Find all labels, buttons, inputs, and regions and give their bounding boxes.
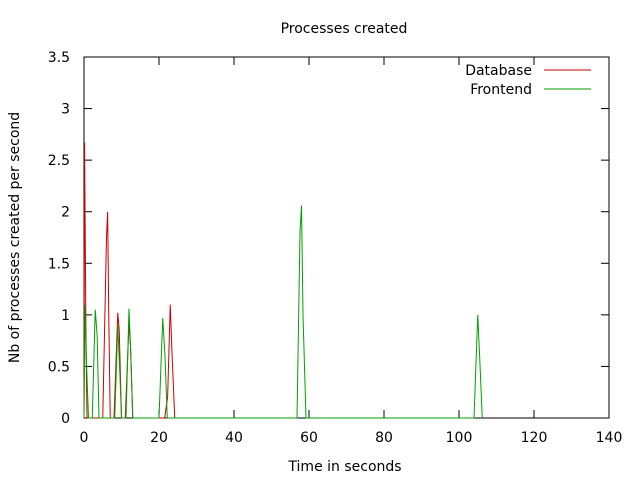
- y-tick-label: 0: [61, 411, 70, 427]
- x-tick-label: 60: [300, 430, 318, 446]
- x-tick-label: 0: [80, 430, 89, 446]
- x-tick-label: 120: [521, 430, 548, 446]
- x-tick-label: 40: [225, 430, 243, 446]
- y-tick-label: 3.5: [48, 50, 70, 66]
- y-axis-ticks: 0 0.5 1 1.5 2 2.5 3 3.5: [48, 50, 609, 427]
- legend: Database Frontend: [465, 63, 591, 98]
- y-tick-label: 2.5: [48, 153, 70, 169]
- x-tick-label: 140: [596, 430, 623, 446]
- legend-label-database: Database: [465, 63, 532, 79]
- legend-label-frontend: Frontend: [470, 82, 532, 98]
- series-line-frontend: [83, 205, 483, 419]
- x-tick-label: 80: [375, 430, 393, 446]
- series-line-database: [83, 142, 176, 419]
- x-axis-label: Time in seconds: [287, 459, 401, 475]
- y-tick-label: 3: [61, 102, 70, 118]
- y-axis-label: Nb of processes created per second: [7, 112, 23, 363]
- y-tick-label: 2: [61, 205, 70, 221]
- y-tick-label: 1: [61, 308, 70, 324]
- x-tick-label: 20: [150, 430, 168, 446]
- plot-frame: [83, 56, 610, 419]
- y-tick-label: 1.5: [48, 256, 70, 272]
- series-lines: [83, 142, 483, 419]
- chart-title: Processes created: [281, 21, 408, 37]
- x-axis-ticks: 0 20 40 60 80 100 120 140: [80, 57, 623, 446]
- y-tick-label: 0.5: [48, 359, 70, 375]
- x-tick-label: 100: [446, 430, 473, 446]
